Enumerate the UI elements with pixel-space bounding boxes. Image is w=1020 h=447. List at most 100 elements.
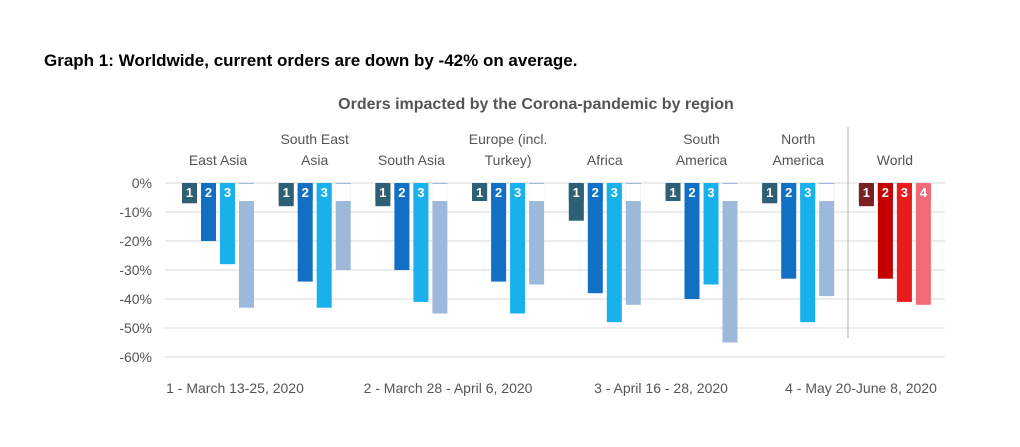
legend-entry: 2 - March 28 - April 6, 2020 — [364, 380, 533, 396]
bar — [722, 183, 738, 343]
bar — [529, 183, 545, 285]
bar — [781, 183, 797, 279]
bar — [896, 183, 912, 302]
bar-series-label: 1 — [283, 185, 290, 200]
bar — [491, 183, 507, 282]
bar-series-label: 3 — [417, 185, 424, 200]
bar-series-label: 4 — [630, 185, 638, 200]
bar-label-box — [800, 184, 816, 201]
bar — [915, 183, 931, 305]
bar-label-box — [220, 184, 235, 201]
chart-title: Orders impacted by the Corona-pandemic b… — [338, 96, 734, 113]
bar-series-label: 4 — [533, 185, 541, 200]
bar-series-label: 3 — [707, 185, 714, 200]
category-label: South Asia — [378, 152, 445, 168]
bar-series-label: 1 — [186, 185, 193, 200]
bar-label-box — [375, 184, 391, 201]
bar-label-box — [877, 184, 893, 201]
bar-label-box — [703, 184, 719, 201]
bar — [819, 183, 835, 297]
bar-series-label: 2 — [495, 185, 502, 200]
y-tick-label: -30% — [119, 262, 152, 278]
bar — [297, 183, 313, 282]
bar-label-box — [297, 184, 313, 201]
bar-label-box — [472, 184, 488, 201]
bar-label-box — [568, 184, 584, 201]
bar-series-label: 2 — [302, 185, 309, 200]
bars-layer — [182, 183, 931, 343]
bar-series-label: 2 — [398, 185, 405, 200]
bar-series-label: 2 — [688, 185, 695, 200]
bar-series-label: 4 — [726, 185, 734, 200]
figure-heading: Graph 1: Worldwide, current orders are d… — [44, 51, 578, 70]
bar-label-box — [491, 184, 507, 201]
bar-series-label: 3 — [901, 185, 908, 200]
bar-series-label: 1 — [573, 185, 580, 200]
y-tick-label: -60% — [119, 349, 152, 365]
bar — [239, 183, 254, 308]
bar — [394, 183, 410, 270]
bar-label-box — [201, 184, 216, 201]
bar — [220, 183, 235, 265]
bar-series-label: 3 — [321, 185, 328, 200]
bar — [510, 183, 526, 314]
y-tick-label: 0% — [132, 175, 152, 191]
category-label: East Asia — [189, 152, 248, 168]
y-tick-label: -50% — [119, 320, 152, 336]
bar-series-label: 1 — [766, 185, 773, 200]
bar-series-label: 2 — [592, 185, 599, 200]
bar-label-box — [316, 184, 332, 201]
bar-series-label: 4 — [436, 185, 444, 200]
bar-label-box — [625, 184, 641, 201]
category-label: Turkey) — [485, 152, 532, 168]
y-tick-label: -10% — [119, 204, 152, 220]
y-tick-label: -40% — [119, 291, 152, 307]
bar — [413, 183, 429, 302]
bar-label-box — [432, 184, 448, 201]
bar-series-label: 2 — [785, 185, 792, 200]
bar — [606, 183, 622, 323]
legend-entry: 4 - May 20-June 8, 2020 — [785, 380, 937, 396]
bar-label-box — [762, 184, 778, 201]
category-label: America — [773, 152, 825, 168]
bar-series-label: 1 — [669, 185, 676, 200]
bar-series-label: 2 — [205, 185, 212, 200]
bar-series-label: 4 — [340, 185, 348, 200]
bar-series-label: 1 — [863, 185, 870, 200]
bar-label-box — [335, 184, 351, 201]
bar — [316, 183, 332, 308]
bar-label-box — [413, 184, 429, 201]
bar — [800, 183, 816, 323]
bar-label-box — [684, 184, 700, 201]
bar-label-box — [510, 184, 526, 201]
bar-series-label: 3 — [224, 185, 231, 200]
bar-series-label: 4 — [823, 185, 831, 200]
category-label: World — [877, 152, 913, 168]
bar-series-label: 3 — [611, 185, 618, 200]
bar — [703, 183, 719, 285]
bar-label-box — [858, 184, 874, 201]
bar-series-label: 1 — [476, 185, 483, 200]
bar-label-box — [915, 184, 931, 201]
bar-series-label: 2 — [882, 185, 889, 200]
bar-label-box — [182, 184, 197, 201]
bar-series-label: 4 — [920, 185, 928, 200]
bar-label-box — [239, 184, 254, 201]
bar-label-box — [722, 184, 738, 201]
bar — [684, 183, 700, 299]
category-label: South East — [280, 131, 349, 147]
bar-label-box — [896, 184, 912, 201]
bar-label-box — [781, 184, 797, 201]
bar — [877, 183, 893, 279]
bar-series-label: 1 — [379, 185, 386, 200]
bar-label-box — [529, 184, 545, 201]
legend-entry: 3 - April 16 - 28, 2020 — [594, 380, 728, 396]
legend-entry: 1 - March 13-25, 2020 — [166, 380, 304, 396]
bar-label-box — [394, 184, 410, 201]
bar-label-box — [665, 184, 681, 201]
bar — [625, 183, 641, 305]
category-label: North — [781, 131, 815, 147]
y-tick-label: -20% — [119, 233, 152, 249]
